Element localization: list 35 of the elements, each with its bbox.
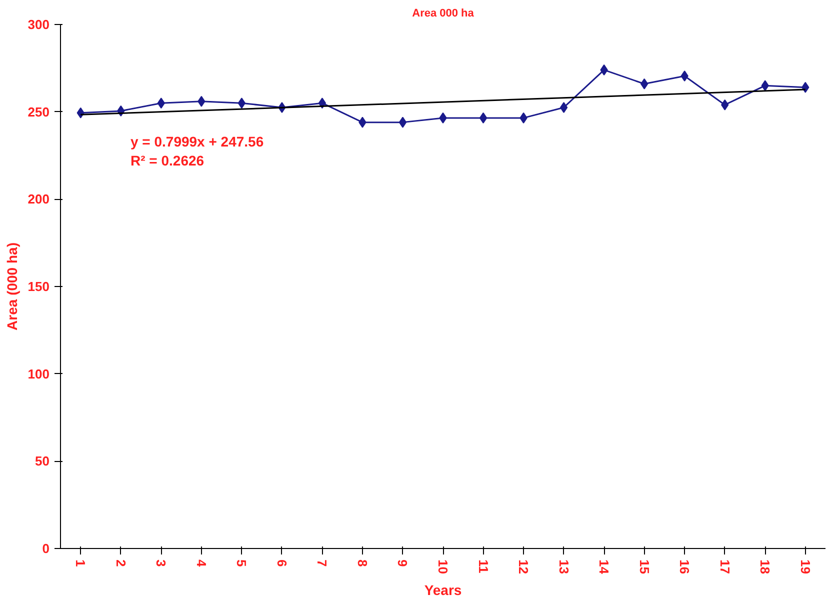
x-tick-label: 16 <box>677 560 692 574</box>
annotation: y = 0.7999x + 247.56 R² = 0.2626 <box>130 133 264 168</box>
y-tick-label: 300 <box>28 17 50 32</box>
x-tick-label: 8 <box>354 560 370 567</box>
x-tick-label: 7 <box>314 560 330 567</box>
x-tick-label: 17 <box>717 560 732 574</box>
x-tick-label: 1 <box>73 560 88 567</box>
x-tick-label: 15 <box>636 560 652 574</box>
x-tick-label: 6 <box>274 560 290 567</box>
y-tick-label: 50 <box>35 454 50 469</box>
x-tick-label: 19 <box>798 560 813 574</box>
x-tick-label: 4 <box>194 560 209 568</box>
y-axis-title: Area (000 ha) <box>4 242 20 330</box>
point <box>560 102 568 113</box>
chart-title: Area 000 ha <box>412 8 475 20</box>
y-tick-label: 100 <box>28 366 50 382</box>
x-tick-label: 18 <box>758 560 773 574</box>
y-tick-label: 150 <box>28 279 50 294</box>
x-tick-label: 3 <box>154 560 169 567</box>
x-tick-label: 10 <box>436 560 450 574</box>
x-tick-label: 13 <box>556 560 572 574</box>
x-tick-label: 5 <box>234 560 250 567</box>
point <box>238 98 246 109</box>
point <box>640 78 648 90</box>
x-tick-label: 2 <box>113 560 128 567</box>
x-tick-label: 9 <box>395 560 410 567</box>
x-tick-label: 14 <box>596 560 612 575</box>
point <box>398 116 407 128</box>
x-tick-label: 12 <box>516 560 532 574</box>
y-tick-label: 200 <box>28 192 50 207</box>
point <box>479 112 488 124</box>
y-tick-label: 0 <box>42 541 50 556</box>
y-tick-label: 250 <box>28 104 50 120</box>
x-axis-title: Years <box>424 582 462 598</box>
x-tick-label: 11 <box>476 560 491 574</box>
